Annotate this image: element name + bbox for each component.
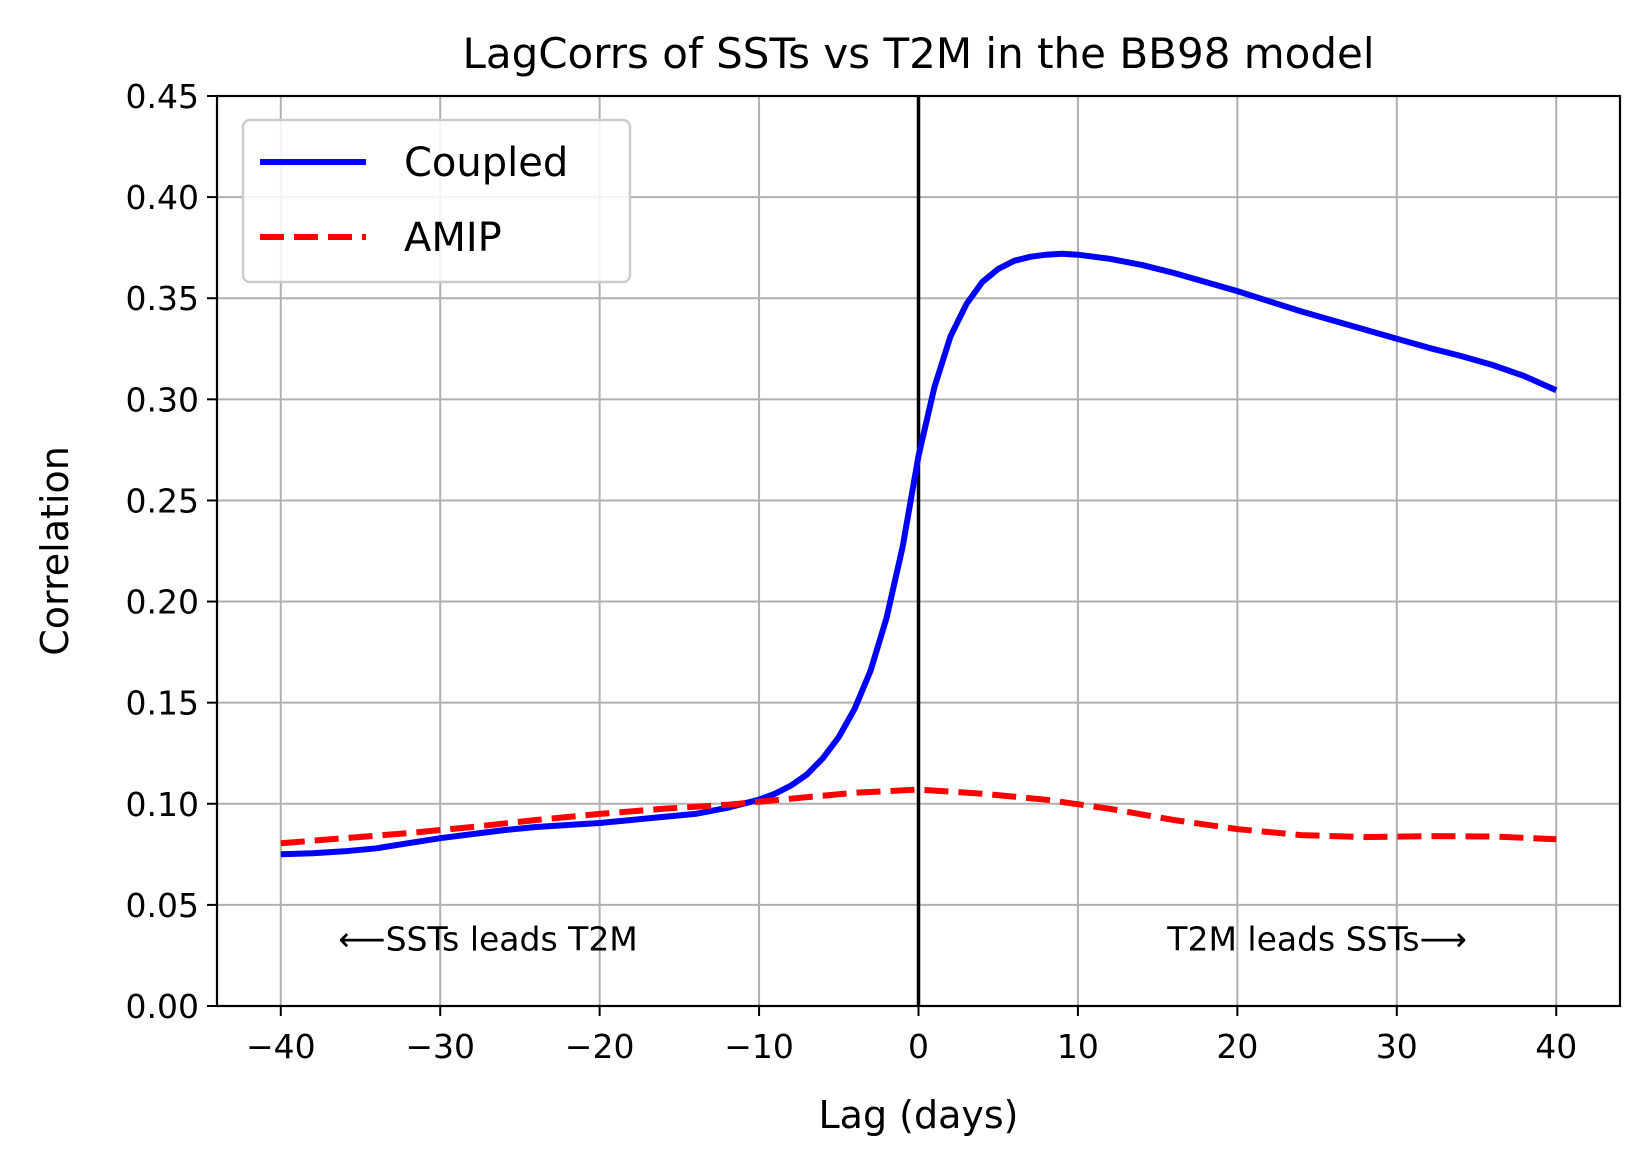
annotation-arrow-left: ⟵ bbox=[338, 919, 385, 958]
chart-title: LagCorrs of SSTs vs T2M in the BB98 mode… bbox=[462, 29, 1374, 78]
y-tick-label: 0.15 bbox=[126, 684, 199, 723]
legend-label-amip: AMIP bbox=[404, 215, 502, 261]
y-tick-label: 0.05 bbox=[126, 886, 199, 925]
y-tick-label: 0.20 bbox=[126, 583, 199, 622]
x-tick-label: 0 bbox=[908, 1027, 929, 1066]
x-axis-label: Lag (days) bbox=[818, 1093, 1018, 1137]
y-tick-label: 0.00 bbox=[126, 987, 199, 1026]
x-tick-label: 30 bbox=[1376, 1027, 1418, 1066]
y-tick-label: 0.45 bbox=[126, 77, 199, 116]
y-axis-label: Correlation bbox=[33, 446, 77, 656]
x-tick-label: −10 bbox=[724, 1027, 794, 1066]
annotation-right: T2M leads SSTs⟶ bbox=[1166, 919, 1467, 958]
annotation-arrow-right: ⟶ bbox=[1420, 919, 1467, 958]
x-tick-label: 10 bbox=[1057, 1027, 1099, 1066]
y-tick-label: 0.25 bbox=[126, 481, 199, 520]
y-tick-label: 0.35 bbox=[126, 279, 199, 318]
annotation-text-right: T2M leads SSTs bbox=[1166, 919, 1419, 958]
plot-frame bbox=[215, 94, 1622, 1008]
y-tick-label: 0.40 bbox=[126, 178, 199, 217]
legend-label-coupled: Coupled bbox=[404, 140, 568, 186]
y-tick-label: 0.10 bbox=[126, 785, 199, 824]
annotation-left: ⟵SSTs leads T2M bbox=[338, 919, 638, 958]
series-line-coupled bbox=[280, 250, 1558, 858]
series-layer bbox=[280, 250, 1558, 858]
x-tick-label: 40 bbox=[1535, 1027, 1577, 1066]
x-tick-label: −20 bbox=[565, 1027, 635, 1066]
y-tick-label: 0.30 bbox=[126, 380, 199, 419]
x-tick-label: −40 bbox=[246, 1027, 316, 1066]
x-tick-label: −30 bbox=[405, 1027, 475, 1066]
annotations: ⟵SSTs leads T2M T2M leads SSTs⟶ bbox=[338, 919, 1467, 958]
x-tick-label: 20 bbox=[1216, 1027, 1258, 1066]
annotation-text-left: SSTs leads T2M bbox=[386, 919, 638, 958]
series-line-amip bbox=[280, 786, 1557, 847]
legend: Coupled AMIP bbox=[241, 118, 632, 284]
axis-ticks: −40 −30 −20 −10 0 10 20 30 40 0.00 0.05 0.10 0.15 0.2… bbox=[126, 77, 1578, 1066]
